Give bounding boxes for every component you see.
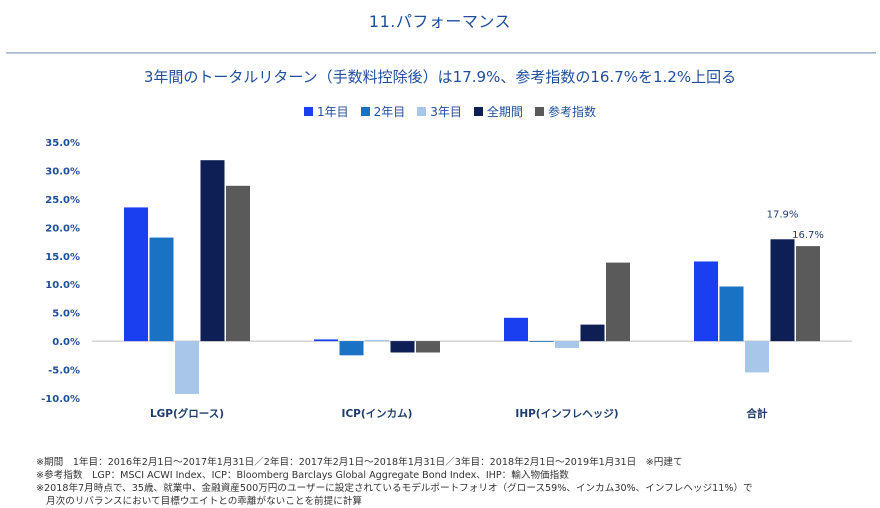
bar	[770, 239, 795, 342]
bar	[504, 317, 528, 342]
legend-label-year2: 2年目	[373, 105, 406, 119]
legend-label-year3: 3年目	[430, 105, 462, 119]
bar	[124, 207, 148, 342]
y-tick-label: 5.0%	[52, 309, 80, 320]
bar	[314, 339, 338, 342]
y-tick-label: 15.0%	[45, 252, 80, 263]
bar	[580, 324, 605, 342]
category-label: ICP(インカム)	[342, 408, 413, 420]
footnote-model-cont: 月次のリバランスにおいて目標ウエイトとの乖離がないことを前提に計算	[46, 496, 363, 507]
bar	[529, 341, 554, 342]
y-tick-label: -5.0%	[48, 366, 80, 377]
bar	[226, 185, 250, 342]
bar	[175, 341, 199, 395]
footnote-period: ※期間 1年目：2016年2月1日～2017年1月31日／2年目：2017年2月…	[36, 457, 683, 468]
legend-label-benchmark: 参考指数	[547, 105, 596, 119]
category-label: 合計	[746, 407, 768, 420]
category-label: LGP(グロース)	[150, 407, 224, 420]
bar	[796, 246, 820, 342]
y-tick-label: 30.0%	[45, 166, 80, 177]
bar	[339, 341, 364, 356]
legend-swatch-full-period	[473, 107, 483, 116]
footnote-benchmark: ※参考指数 LGP：MSCI ACWI Index、ICP：Bloomberg …	[36, 470, 569, 481]
bar	[365, 339, 389, 342]
legend-item-year2: 2年目	[360, 103, 406, 120]
page-title: 11.パフォーマンス	[368, 12, 512, 31]
bar	[694, 261, 718, 342]
legend-item-year3: 3年目	[417, 103, 462, 120]
legend-swatch-year1	[304, 107, 313, 116]
legend-label-full-period: 全期間	[486, 105, 523, 119]
chart-legend: 1年目 2年目 3年目 全期間 参考指数	[304, 103, 596, 120]
y-tick-label: 20.0%	[45, 223, 80, 234]
bar-chart: 35.0% 30.0% 25.0% 20.0% 15.0% 10.0% 5.0% 0.0% -5…	[41, 138, 852, 420]
legend-swatch-year3	[417, 107, 427, 116]
legend-item-full-period: 全期間	[473, 103, 523, 120]
bar	[555, 341, 579, 348]
legend-label-year1: 1年目	[317, 105, 349, 119]
data-label: 16.7%	[792, 230, 824, 241]
legend-item-year1: 1年目	[304, 103, 349, 120]
legend-swatch-benchmark	[534, 107, 544, 116]
title-divider	[6, 52, 876, 54]
data-label: 17.9%	[767, 209, 799, 220]
y-tick-label: 25.0%	[45, 195, 80, 206]
y-tick-label: -10.0%	[41, 394, 80, 405]
bar	[149, 237, 174, 342]
legend-item-benchmark: 参考指数	[534, 103, 596, 120]
footnotes: ※期間 1年目：2016年2月1日～2017年1月31日／2年目：2017年2月…	[36, 456, 753, 508]
y-tick-label: 0.0%	[52, 337, 80, 348]
category-label: IHP(インフレヘッジ)	[515, 408, 618, 420]
bar	[390, 341, 415, 353]
bar	[416, 341, 440, 353]
y-tick-label: 10.0%	[45, 280, 80, 291]
footnote-model: ※2018年7月時点で、35歳、就業中、金融資産500万円のユーザーに設定されて…	[36, 483, 753, 494]
y-tick-label: 35.0%	[45, 138, 80, 149]
bar	[745, 341, 769, 373]
bar	[200, 160, 225, 342]
legend-swatch-year2	[360, 107, 370, 116]
bar	[719, 286, 744, 342]
chart-headline: 3年間のトータルリターン（手数料控除後）は17.9%、参考指数の16.7%を1.…	[143, 68, 737, 86]
bar	[606, 262, 630, 342]
